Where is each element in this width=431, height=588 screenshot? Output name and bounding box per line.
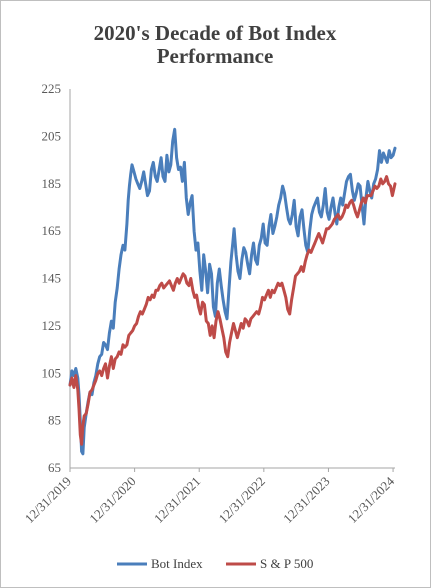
x-tick-label: 12/31/2021 (151, 474, 203, 526)
x-tick-label: 12/31/2022 (215, 474, 267, 526)
y-tick-label: 65 (48, 460, 61, 475)
y-tick-label: 145 (42, 271, 62, 286)
x-tick-label: 12/31/2023 (280, 474, 332, 526)
x-tick-label: 12/31/2024 (345, 473, 398, 526)
legend-label: S & P 500 (260, 556, 313, 571)
legend-label: Bot Index (151, 556, 203, 571)
y-tick-label: 185 (42, 176, 62, 191)
y-tick-label: 85 (48, 413, 61, 428)
x-tick-label: 12/31/2019 (22, 474, 74, 526)
series-line-sp500 (68, 175, 397, 446)
y-tick-label: 125 (42, 318, 62, 333)
y-tick-label: 165 (42, 223, 62, 238)
series-line-bot-index (68, 127, 397, 456)
chart-title-line-1: 2020's Decade of Bot Index (94, 21, 337, 45)
legend: Bot Index S & P 500 (117, 556, 313, 571)
y-tick-label: 205 (42, 128, 62, 143)
y-tick-label: 225 (42, 81, 62, 96)
x-tick-label: 12/31/2020 (86, 474, 138, 526)
y-tick-label: 105 (42, 365, 62, 380)
chart-title-line-2: Performance (157, 44, 274, 68)
